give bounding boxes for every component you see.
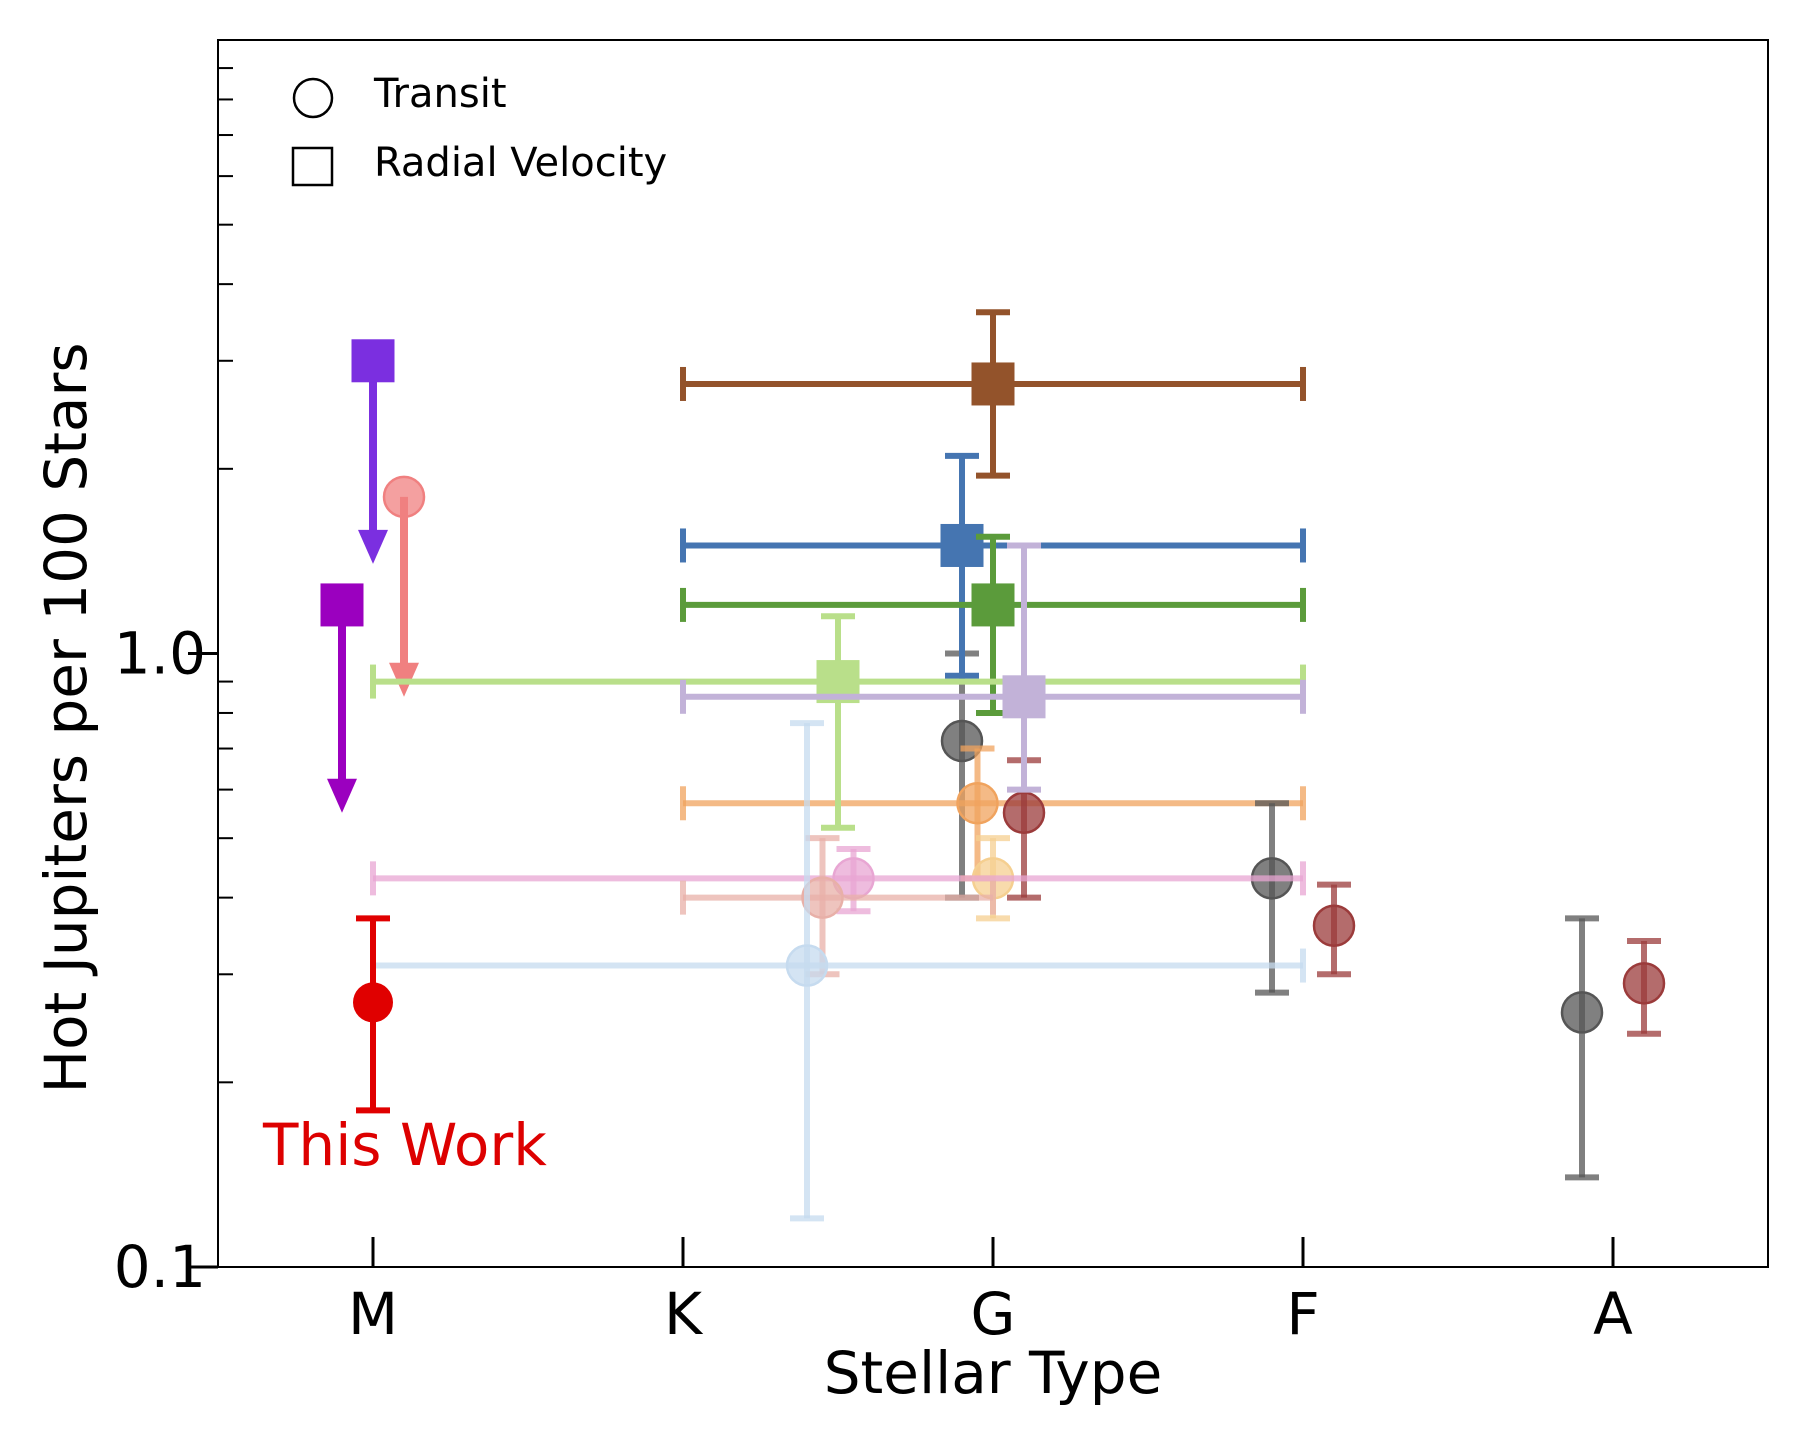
square-marker: [971, 583, 1015, 627]
legend-rv-label: Radial Velocity: [374, 140, 667, 186]
square-marker: [971, 362, 1015, 406]
upper-limit-arrow-head: [358, 529, 388, 564]
data-point: [1560, 915, 1604, 1181]
circle-marker: [1622, 962, 1666, 1005]
data-point: [370, 846, 1306, 915]
axes: M K G F A 0.1 1.0: [114, 67, 1633, 1348]
y-axis-label: Hot Jupiters per 100 Stars: [32, 342, 100, 1093]
x-axis-label: Stellar Type: [824, 1339, 1163, 1407]
data-point: [680, 542, 1306, 793]
square-marker: [320, 583, 364, 627]
legend: Transit Radial Velocity: [291, 71, 667, 187]
x-tick-label-F: F: [1286, 1280, 1319, 1348]
x-tick-label-K: K: [664, 1280, 704, 1348]
data-point: [1002, 757, 1046, 901]
data-point: [353, 915, 393, 1114]
y-tick-label: 1.0: [114, 620, 206, 688]
circle-marker: [801, 876, 844, 919]
circle-marker: [382, 475, 426, 519]
x-tick-label-G: G: [971, 1280, 1016, 1348]
square-marker: [351, 339, 395, 383]
legend-rv-marker: [291, 146, 334, 187]
data-point: [1622, 937, 1666, 1037]
upper-limit-arrow-head: [327, 778, 357, 813]
circle-marker: [956, 782, 999, 825]
circle-marker: [785, 944, 829, 987]
data-point: [351, 339, 395, 564]
data-marks: [320, 309, 1666, 1222]
x-tick-label-M: M: [348, 1280, 398, 1348]
data-point: [1312, 881, 1356, 978]
square-marker: [940, 523, 984, 567]
x-tick-label-A: A: [1593, 1280, 1633, 1348]
circle-marker: [1560, 991, 1604, 1034]
data-point: [680, 745, 1306, 882]
circle-marker: [1312, 904, 1356, 947]
circle-marker: [1002, 791, 1046, 835]
this-work-annotation: This Work: [262, 1111, 547, 1179]
data-point: [370, 720, 1306, 1222]
square-marker: [1002, 675, 1046, 719]
legend-transit-label: Transit: [373, 71, 507, 117]
data-point: [680, 309, 1306, 479]
circle-marker: [353, 982, 393, 1023]
data-point: [320, 583, 364, 813]
legend-transit-marker: [292, 77, 334, 119]
y-tick-label: 0.1: [114, 1233, 206, 1301]
